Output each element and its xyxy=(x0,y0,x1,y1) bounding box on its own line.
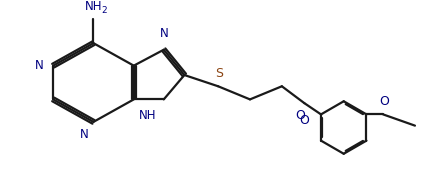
Text: O: O xyxy=(379,95,389,108)
Text: S: S xyxy=(215,67,223,80)
Text: O: O xyxy=(299,113,309,127)
Text: N: N xyxy=(159,27,168,40)
Text: N: N xyxy=(35,59,44,72)
Text: O: O xyxy=(296,109,305,122)
Text: NH: NH xyxy=(85,0,102,13)
Text: NH: NH xyxy=(139,109,156,122)
Text: 2: 2 xyxy=(102,6,107,15)
Text: N: N xyxy=(80,128,88,141)
